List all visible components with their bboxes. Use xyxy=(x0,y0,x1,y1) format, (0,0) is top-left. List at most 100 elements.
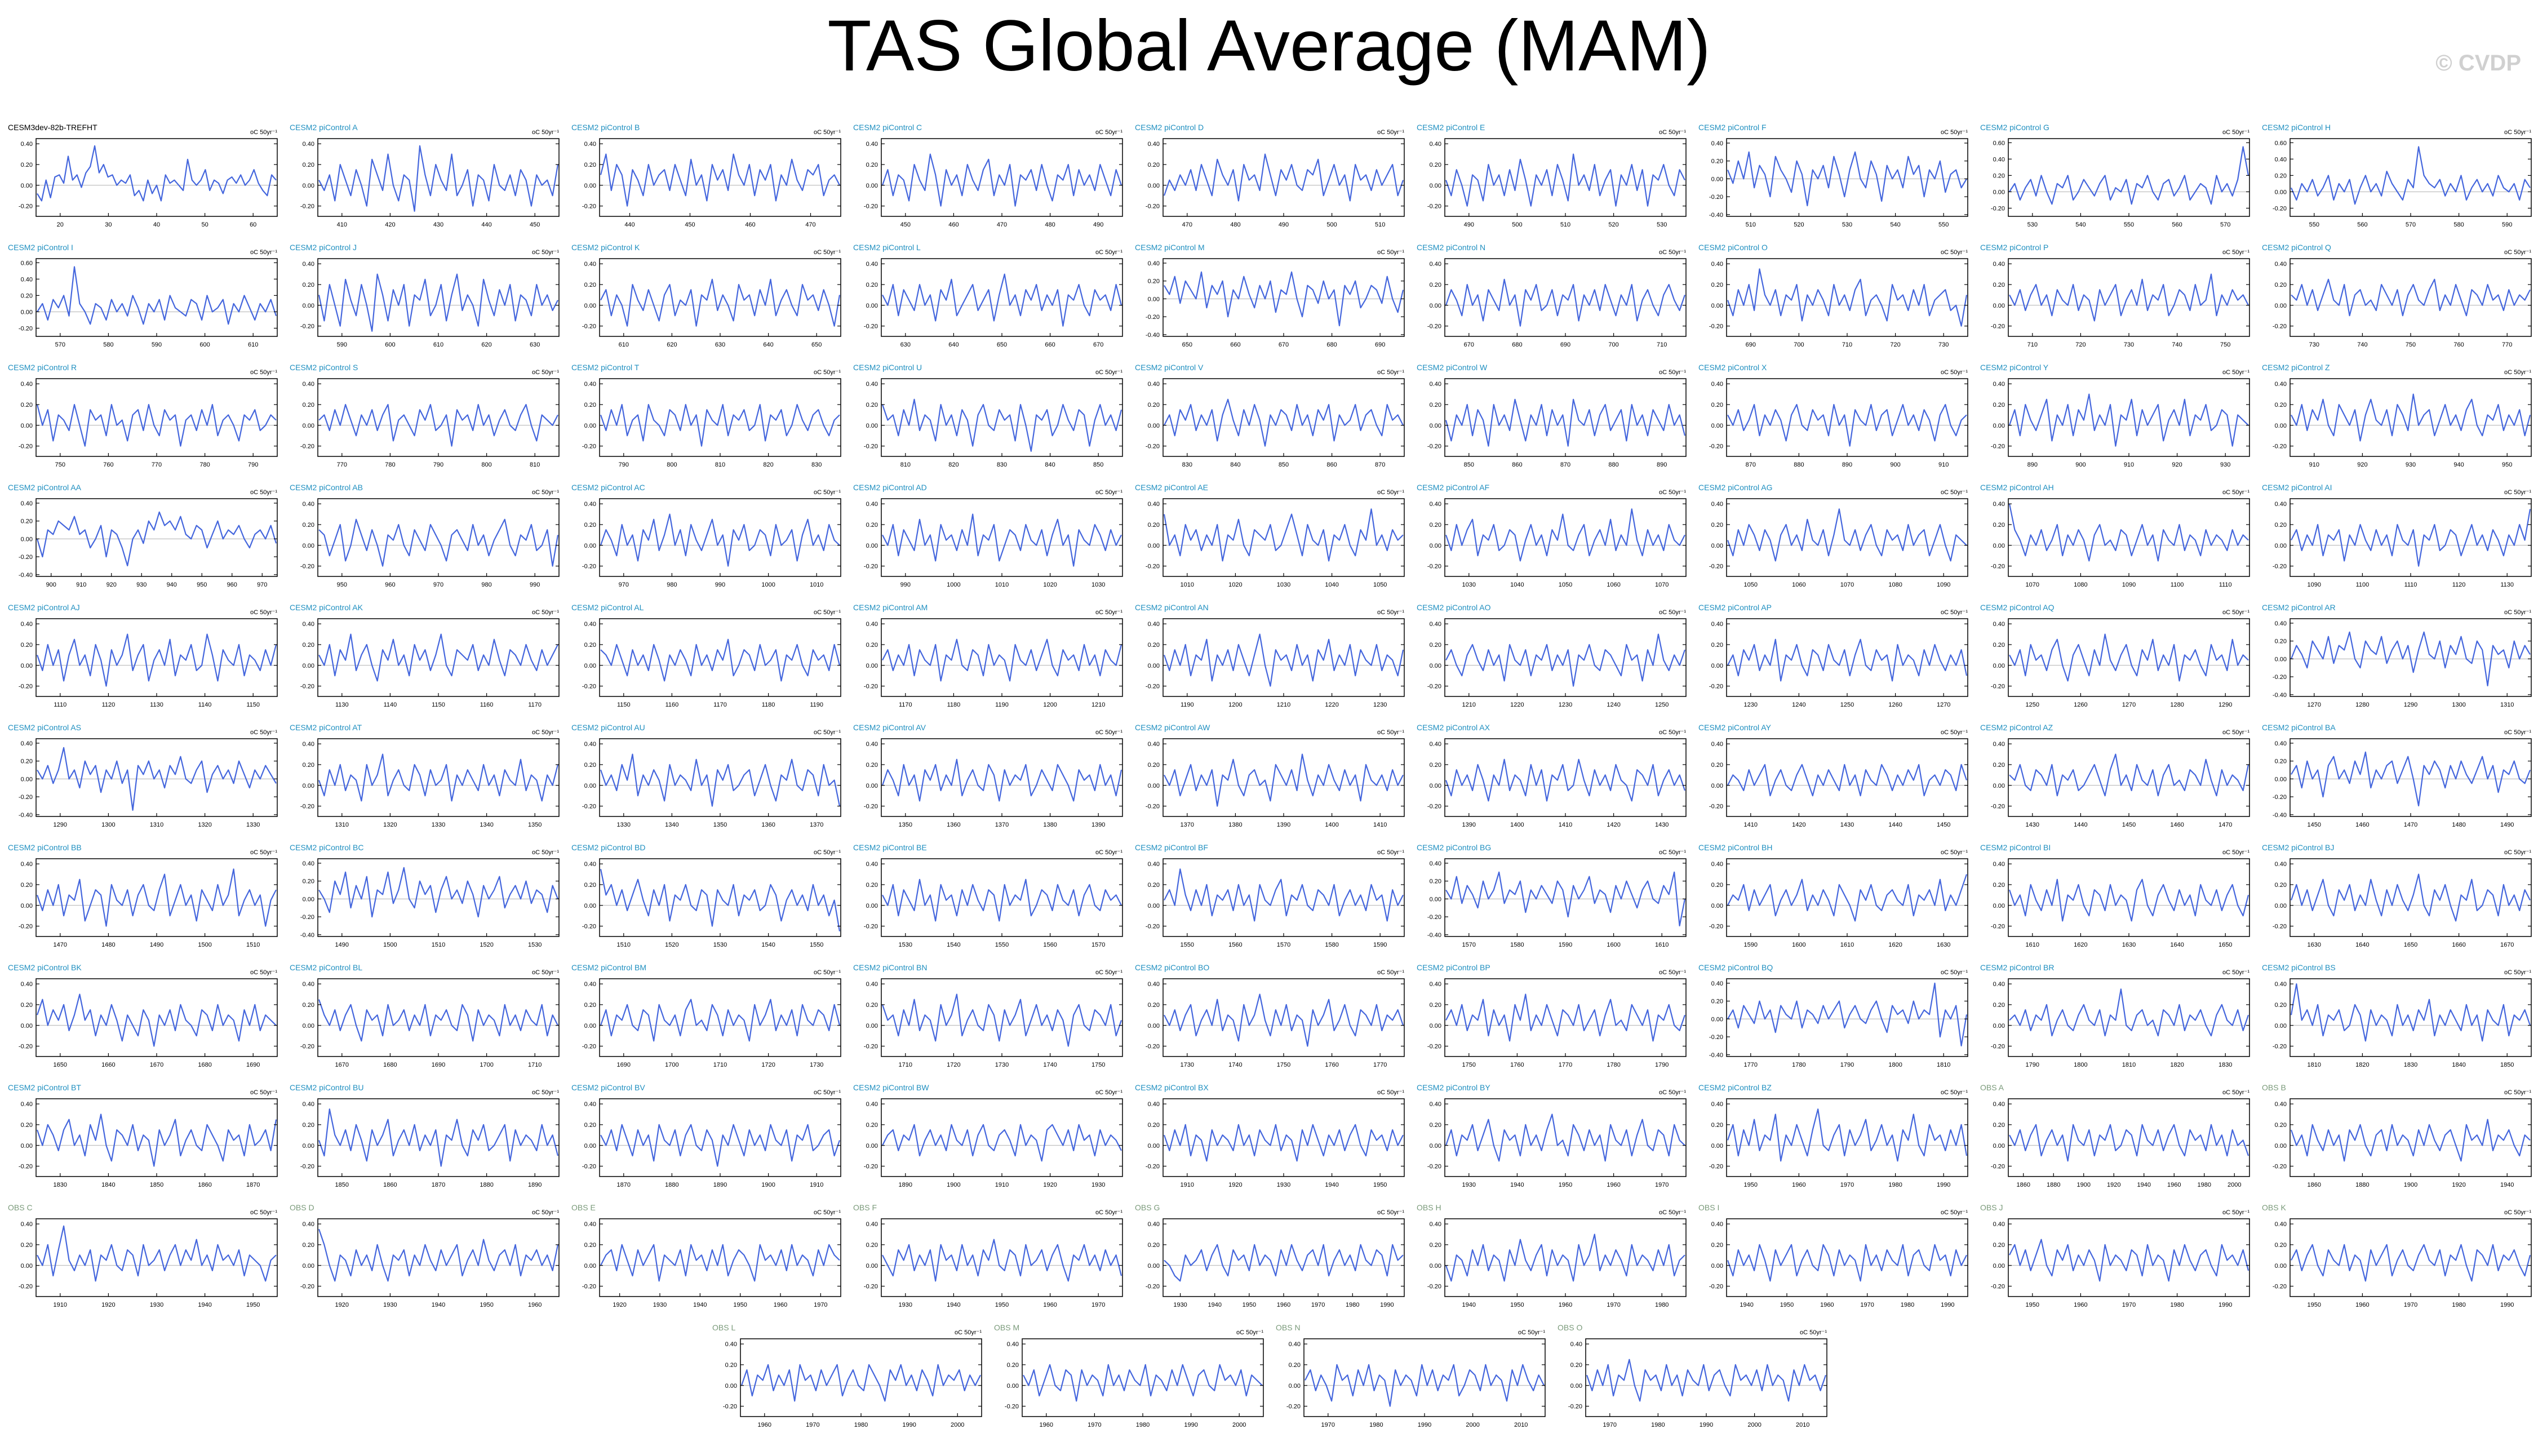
y-tick-label: 0.00 xyxy=(1993,543,2005,549)
y-tick-label: -0.20 xyxy=(582,563,596,570)
panel-units: oC 50yr⁻¹ xyxy=(250,969,277,976)
y-tick-label: 0.40 xyxy=(584,1101,596,1108)
x-tick-label: 1440 xyxy=(2074,822,2087,828)
x-tick-label: 1010 xyxy=(1181,581,1194,588)
y-tick-label: 0.20 xyxy=(21,162,33,168)
y-tick-label: 0.00 xyxy=(1430,1143,1441,1149)
series-line xyxy=(881,758,1122,802)
panel-title: OBS N xyxy=(1276,1323,1301,1332)
y-tick-label: 0.40 xyxy=(1148,260,1160,267)
x-tick-label: 620 xyxy=(481,341,491,348)
x-tick-label: 530 xyxy=(2027,221,2038,228)
x-tick-label: 1430 xyxy=(1655,822,1669,828)
panel-plot: 0.40 0.20 0.00 -0.20 670 680 690 700 710 xyxy=(1427,258,1687,348)
y-tick-label: -0.20 xyxy=(1991,563,2005,570)
x-tick-label: 1370 xyxy=(995,822,1009,828)
panel-title: OBS C xyxy=(8,1203,33,1212)
panel-title: CESM2 piControl BO xyxy=(1135,963,1210,972)
y-tick-label: 0.00 xyxy=(1430,1263,1441,1269)
x-tick-label: 1690 xyxy=(617,1062,631,1068)
y-tick-label: 0.40 xyxy=(584,381,596,388)
x-tick-label: 1530 xyxy=(713,942,727,948)
y-tick-label: 0.20 xyxy=(866,762,878,769)
x-tick-label: 1370 xyxy=(1181,822,1194,828)
x-tick-label: 1060 xyxy=(1607,581,1620,588)
x-tick-label: 1980 xyxy=(1901,1302,1914,1308)
series-line xyxy=(1727,982,1968,1047)
x-tick-label: 1770 xyxy=(1373,1062,1387,1068)
panel-units: oC 50yr⁻¹ xyxy=(250,1089,277,1096)
y-tick-label: 0.20 xyxy=(1148,402,1160,409)
panel-title: OBS B xyxy=(2262,1083,2286,1092)
x-tick-label: 1790 xyxy=(1840,1062,1854,1068)
panel-title: CESM2 piControl BE xyxy=(853,843,927,852)
y-tick-label: 0.00 xyxy=(1148,423,1160,429)
x-tick-label: 940 xyxy=(2453,461,2464,468)
y-tick-label: 0.20 xyxy=(2275,1122,2287,1129)
y-tick-label: -0.20 xyxy=(1146,563,1160,570)
x-tick-label: 950 xyxy=(337,581,347,588)
panel-plot: 0.40 0.20 0.00 -0.20 1650 1660 1670 1680 1690 xyxy=(19,978,278,1068)
x-tick-label: 1980 xyxy=(854,1422,868,1428)
chart-panel: OBS I oC 50yr⁻¹ 0.40 0.20 0.00 -0.20 1940 1950 1… xyxy=(1698,1203,1980,1321)
panel-plot: 0.40 0.20 0.00 -0.20 410 420 430 440 450 xyxy=(300,138,560,228)
panel-plot: 0.40 0.20 0.00 -0.20 590 600 610 620 630 xyxy=(300,258,560,348)
y-tick-label: 0.40 xyxy=(2275,501,2287,508)
panel-units: oC 50yr⁻¹ xyxy=(1377,1089,1404,1096)
x-tick-label: 1580 xyxy=(1510,942,1524,948)
series-line xyxy=(600,638,841,682)
chart-panel: CESM2 piControl B oC 50yr⁻¹ 0.40 0.20 0.00 -0… xyxy=(571,123,853,241)
y-tick-label: 0.20 xyxy=(1993,1122,2005,1129)
y-tick-label: 0.00 xyxy=(1711,423,1723,429)
y-tick-label: 0.40 xyxy=(1993,1221,2005,1228)
x-tick-label: 1250 xyxy=(1655,702,1669,708)
y-tick-label: 0.00 xyxy=(866,1023,878,1029)
y-tick-label: 0.00 xyxy=(303,896,314,903)
y-tick-label: 0.40 xyxy=(303,501,314,508)
chart-panel: CESM2 piControl AP oC 50yr⁻¹ 0.40 0.20 0.00 -… xyxy=(1698,603,1980,721)
panel-plot: 0.40 0.20 0.00 -0.20 1930 1940 1950 1960 1970 xyxy=(1427,1098,1687,1188)
y-tick-label: 0.40 xyxy=(1430,1221,1441,1228)
y-tick-label: 0.00 xyxy=(21,1023,33,1029)
y-tick-label: 0.00 xyxy=(303,1023,314,1029)
x-tick-label: 1270 xyxy=(2122,702,2136,708)
x-tick-label: 1840 xyxy=(101,1182,115,1188)
plot-frame xyxy=(1444,138,1687,217)
x-tick-label: 1130 xyxy=(150,702,163,708)
x-tick-label: 1930 xyxy=(150,1302,163,1308)
series-line xyxy=(600,869,841,931)
y-tick-label: -0.20 xyxy=(1568,1404,1582,1410)
panel-title: CESM2 piControl S xyxy=(290,363,358,372)
x-tick-label: 1110 xyxy=(2219,581,2232,588)
panel-title: OBS A xyxy=(1980,1083,2004,1092)
x-tick-label: 760 xyxy=(103,461,113,468)
panel-units: oC 50yr⁻¹ xyxy=(532,1089,559,1096)
y-tick-label: 0.00 xyxy=(21,776,33,783)
y-tick-label: -0.20 xyxy=(300,804,314,810)
y-tick-label: -0.20 xyxy=(1146,1044,1160,1050)
chart-panel: OBS G oC 50yr⁻¹ 0.40 0.20 0.00 -0.20 1930 1940 1… xyxy=(1135,1203,1417,1321)
x-tick-label: 1740 xyxy=(1043,1062,1057,1068)
x-tick-label: 1570 xyxy=(1277,942,1290,948)
x-tick-label: 1050 xyxy=(1559,581,1572,588)
x-tick-label: 1010 xyxy=(995,581,1009,588)
panel-plot: 0.60 0.40 0.20 0.00 -0.20 530 540 550 560 570 xyxy=(1991,138,2250,228)
x-tick-label: 1960 xyxy=(1792,1182,1805,1188)
y-tick-label: 0.40 xyxy=(303,141,314,148)
x-tick-label: 1970 xyxy=(806,1422,819,1428)
series-line xyxy=(2009,633,2249,682)
x-tick-label: 1140 xyxy=(198,702,212,708)
y-tick-label: 0.00 xyxy=(1993,783,2005,789)
y-tick-label: 0.00 xyxy=(1711,543,1723,549)
x-tick-label: 880 xyxy=(1794,461,1804,468)
panel-title: CESM2 piControl AT xyxy=(290,723,362,732)
y-tick-label: 0.40 xyxy=(1993,156,2005,163)
y-tick-label: 0.40 xyxy=(303,261,314,268)
y-tick-label: 0.00 xyxy=(1148,296,1160,303)
chart-panel: CESM2 piControl AG oC 50yr⁻¹ 0.40 0.20 0.00 -… xyxy=(1698,483,1980,601)
plot-frame xyxy=(36,498,278,577)
chart-panel: CESM2 piControl A oC 50yr⁻¹ 0.40 0.20 0.00 -0… xyxy=(290,123,571,241)
panel-units: oC 50yr⁻¹ xyxy=(532,129,559,136)
x-tick-label: 780 xyxy=(385,461,395,468)
